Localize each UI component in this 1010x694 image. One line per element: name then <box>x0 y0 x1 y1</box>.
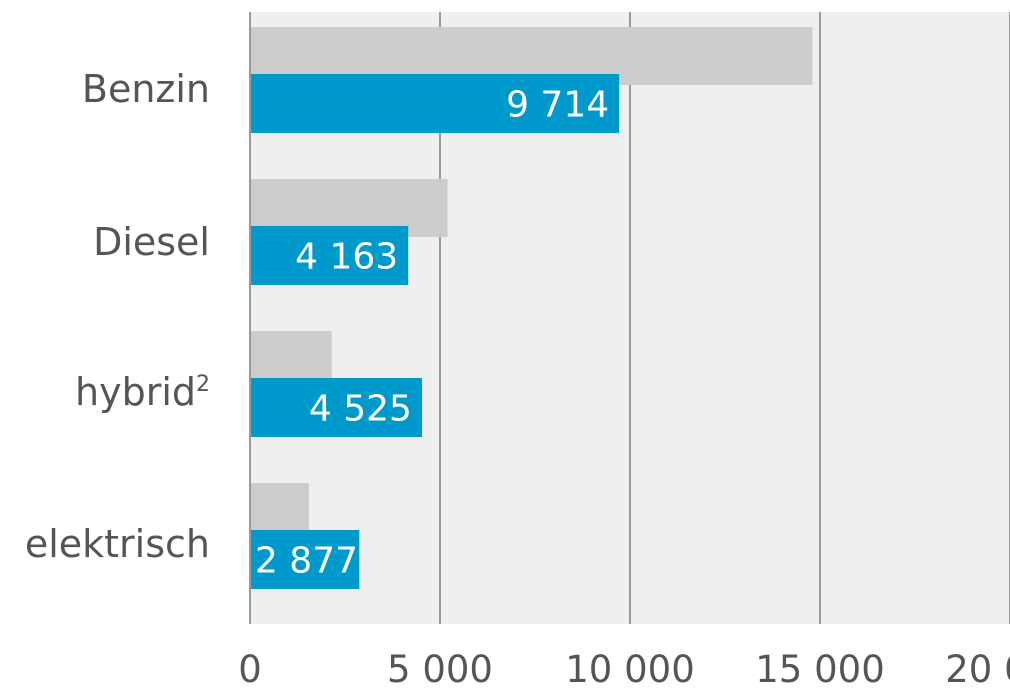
bar-hybrid-series-2 <box>250 378 422 437</box>
category-label-hybrid-superscript: 2 <box>196 372 210 397</box>
bar-diesel-series-2 <box>250 226 409 285</box>
bar-elektrisch-series-2 <box>250 530 360 589</box>
data-labels: 9 714 4 163 4 525 2 877 <box>255 85 609 582</box>
category-label-hybrid-text: hybrid <box>75 370 196 414</box>
x-tick-label-5000: 5 000 <box>387 648 493 691</box>
x-axis-ticks: 0 5 000 10 000 15 000 20 000 <box>238 648 1010 691</box>
category-label-hybrid: hybrid2 <box>75 370 210 414</box>
category-label-diesel: Diesel <box>93 220 210 264</box>
data-label-diesel: 4 163 <box>295 237 398 278</box>
category-label-elektrisch: elektrisch <box>25 522 210 566</box>
category-label-benzin: Benzin <box>82 67 210 111</box>
bar-benzin-series-2 <box>250 74 620 133</box>
data-label-benzin: 9 714 <box>506 85 609 126</box>
x-tick-label-20000: 20 000 <box>945 648 1010 691</box>
x-tick-label-10000: 10 000 <box>565 648 694 691</box>
x-tick-label-15000: 15 000 <box>755 648 884 691</box>
data-label-elektrisch: 2 877 <box>255 541 358 582</box>
data-label-hybrid: 4 525 <box>309 389 412 430</box>
bars <box>250 27 813 589</box>
x-tick-label-0: 0 <box>238 648 262 691</box>
